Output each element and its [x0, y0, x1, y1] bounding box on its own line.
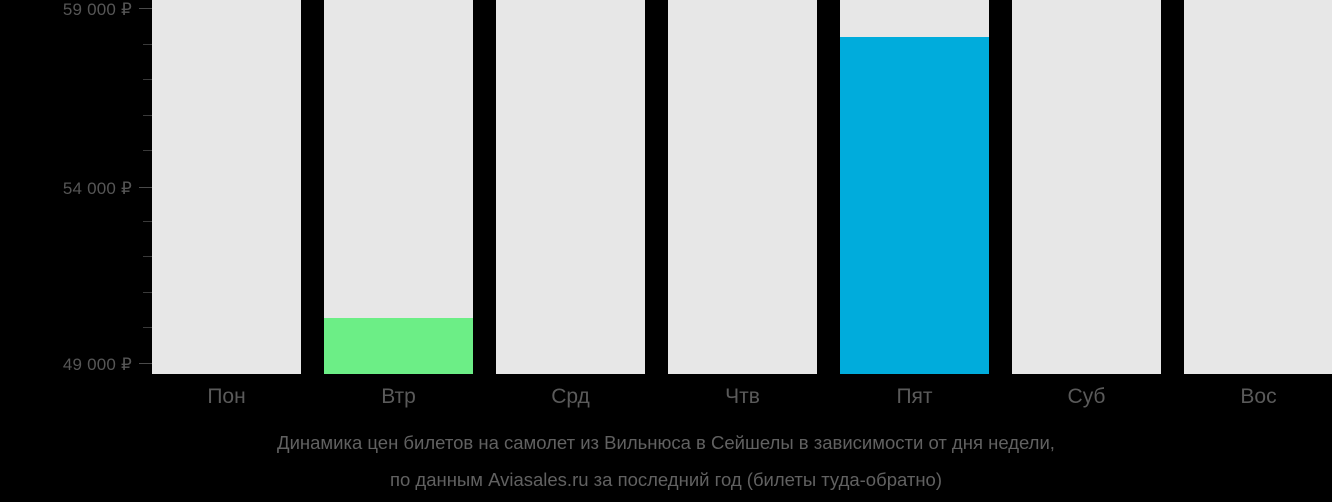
x-axis-label-fri: Пят [896, 385, 933, 408]
bar-slot-mon[interactable] [152, 0, 301, 374]
bar-background-thu [668, 0, 817, 374]
x-axis-label-thu: Чтв [725, 385, 760, 408]
bar-background-wed [496, 0, 645, 374]
y-axis-tick-major: 54 000 ₽ [63, 179, 152, 197]
y-axis-tick-minor [143, 221, 152, 222]
chart-caption: Динамика цен билетов на самолет из Вильн… [0, 424, 1332, 498]
y-axis: 59 000 ₽ 54 000 ₽ 49 000 ₽ [0, 0, 152, 374]
chart-caption-line-2: по данным Aviasales.ru за последний год … [389, 469, 943, 490]
bar-slot-wed[interactable] [496, 0, 645, 374]
bar-value-fri[interactable] [840, 37, 989, 374]
y-axis-tick-mark [139, 8, 152, 10]
x-axis: Пон Втр Срд Чтв Пят Суб Вос [152, 374, 1332, 420]
y-axis-label: 49 000 ₽ [62, 354, 132, 374]
y-axis-tick-mark [139, 363, 152, 365]
y-axis-tick-minor [143, 256, 152, 257]
y-axis-tick-minor [143, 44, 152, 45]
bar-slot-sat[interactable] [1012, 0, 1161, 374]
bar-background-sat [1012, 0, 1161, 374]
y-axis-tick-major: 49 000 ₽ [63, 355, 152, 373]
chart-plot-area: 59 000 ₽ 54 000 ₽ 49 000 ₽ [0, 0, 1332, 374]
x-axis-label-mon: Пон [207, 385, 246, 408]
bar-background-tue [324, 0, 473, 374]
y-axis-tick-major: 59 000 ₽ [63, 0, 152, 18]
x-axis-label-tue: Втр [381, 385, 416, 408]
y-axis-tick-minor [143, 79, 152, 80]
x-axis-label-sun: Вос [1240, 385, 1277, 408]
x-axis-label-sat: Суб [1067, 385, 1106, 408]
bar-group [152, 0, 1332, 374]
y-axis-tick-minor [143, 150, 152, 151]
y-axis-label: 59 000 ₽ [62, 0, 132, 19]
bar-slot-sun[interactable] [1184, 0, 1332, 374]
y-axis-tick-minor [143, 292, 152, 293]
y-axis-tick-minor [143, 115, 152, 116]
chart-caption-line-1: Динамика цен билетов на самолет из Вильн… [277, 432, 1055, 453]
bar-slot-tue[interactable] [324, 0, 473, 374]
bar-value-tue[interactable] [324, 318, 473, 374]
y-axis-tick-mark [139, 187, 152, 189]
y-axis-label: 54 000 ₽ [62, 178, 132, 198]
x-axis-label-wed: Срд [551, 385, 590, 408]
bar-background-sun [1184, 0, 1332, 374]
bar-slot-thu[interactable] [668, 0, 817, 374]
bar-background-mon [152, 0, 301, 374]
bar-slot-fri[interactable] [840, 0, 989, 374]
y-axis-tick-minor [143, 327, 152, 328]
